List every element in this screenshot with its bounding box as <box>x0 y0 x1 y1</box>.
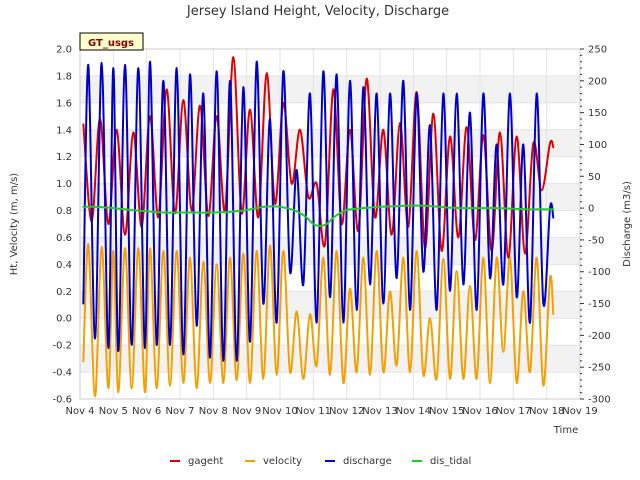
plot-band <box>80 75 580 103</box>
x-tick-label: Nov 9 <box>232 406 261 417</box>
left-tick-label: 1.6 <box>56 98 72 109</box>
left-tick-label: 1.4 <box>56 125 72 136</box>
x-tick-label: Nov 7 <box>165 406 194 417</box>
legend-label-velocity: velocity <box>263 456 302 467</box>
left-tick-label: 0.4 <box>56 260 72 271</box>
x-tick-label: Nov 11 <box>296 406 331 417</box>
plot-band <box>80 345 580 373</box>
x-tick-label: Nov 15 <box>429 406 464 417</box>
left-axis-title: Ht, Velocity (m, m/s) <box>9 173 20 276</box>
x-axis: Nov 4 Nov 5 Nov 6 Nov 7 Nov 8 Nov 9 Nov 10Nov … <box>65 406 597 417</box>
right-tick-label: -300 <box>588 395 611 406</box>
series-lines <box>82 56 555 398</box>
x-tick-label: Nov 17 <box>496 406 531 417</box>
right-tick-label: -200 <box>588 331 611 342</box>
x-tick-label: Nov 10 <box>262 406 297 417</box>
right-tick-label: -50 <box>588 235 604 246</box>
x-tick-label: Nov 18 <box>529 406 564 417</box>
right-tick-label: 200 <box>588 76 607 87</box>
right-tick-label: 150 <box>588 108 607 119</box>
x-tick-label: Nov 5 <box>99 406 128 417</box>
plot-frame <box>79 48 581 400</box>
left-tick-label: 1.0 <box>56 179 72 190</box>
x-tick-label: Nov 19 <box>562 406 597 417</box>
right-tick-label: 0 <box>588 204 594 215</box>
right-tick-label: -250 <box>588 363 611 374</box>
x-tick-label: Nov 12 <box>329 406 364 417</box>
legend-label-gageht: gageht <box>188 456 223 467</box>
left-tick-label: 0.6 <box>56 233 72 244</box>
left-tick-label: -0.2 <box>52 341 72 352</box>
left-tick-label: 2.0 <box>56 45 72 56</box>
right-tick-label: 100 <box>588 140 607 151</box>
left-tick-label: 0.0 <box>56 314 72 325</box>
left-tick-label: 1.2 <box>56 152 72 163</box>
site-badge-box <box>79 32 144 51</box>
left-tick-label: -0.4 <box>52 368 72 379</box>
x-tick-label: Nov 4 <box>65 406 94 417</box>
left-axis: -0.6 -0.4 -0.2 0.0 0.2 0.4 0.6 0.8 1.0 1.2 1.4 1.6 1… <box>52 45 72 406</box>
right-tick-label: -150 <box>588 299 611 310</box>
right-tick-label: 250 <box>588 45 607 56</box>
site-badge: GT_usgs <box>79 32 144 51</box>
right-axis-title: Discharge (m3/s) <box>622 181 633 267</box>
x-tick-label: Nov 14 <box>396 406 431 417</box>
x-tick-label: Nov 13 <box>362 406 397 417</box>
series-line-dis_tidal <box>82 204 555 227</box>
right-tick-label: -100 <box>588 267 611 278</box>
left-tick-label: 0.2 <box>56 287 72 298</box>
chart-title: Jersey Island Height, Velocity, Discharg… <box>186 4 449 19</box>
x-tick-label: Nov 6 <box>132 406 161 417</box>
series-line-discharge <box>82 60 555 362</box>
legend: gageht velocity discharge dis_tidal <box>170 456 471 467</box>
series-line-gageht <box>82 56 555 259</box>
left-tick-label: -0.6 <box>52 395 72 406</box>
site-badge-label: GT_usgs <box>88 38 134 49</box>
left-tick-label: 0.8 <box>56 206 72 217</box>
right-axis: -300 -250 -200 -150 -100 -50 0 50 100 150 200 250 <box>580 45 611 406</box>
left-tick-label: 1.8 <box>56 71 72 82</box>
x-tick-label: Nov 16 <box>462 406 497 417</box>
legend-label-dis_tidal: dis_tidal <box>430 456 471 467</box>
right-tick-label: 50 <box>588 172 601 183</box>
series-line-velocity <box>82 243 555 398</box>
x-axis-title: Time <box>553 425 578 436</box>
legend-label-discharge: discharge <box>343 456 392 467</box>
x-tick-label: Nov 8 <box>199 406 228 417</box>
